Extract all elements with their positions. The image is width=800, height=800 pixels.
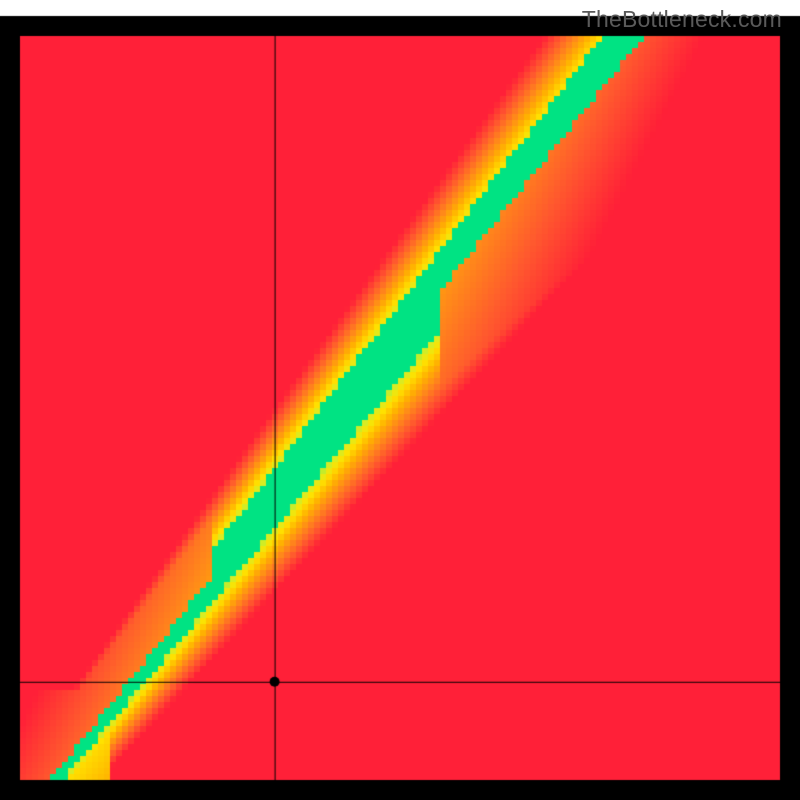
bottleneck-heatmap [0, 0, 800, 800]
chart-container: TheBottleneck.com [0, 0, 800, 800]
watermark-text: TheBottleneck.com [582, 6, 782, 33]
